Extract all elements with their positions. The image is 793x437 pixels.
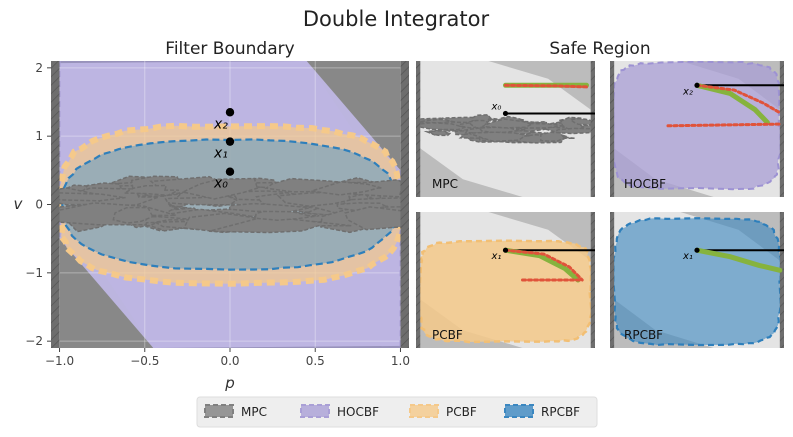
subplot-left-wall bbox=[610, 61, 615, 197]
trajectory-green bbox=[694, 247, 783, 273]
subplot-rpcbf: x₁ bbox=[610, 212, 784, 348]
mpc-blob bbox=[112, 206, 155, 224]
start-point-label: x₁ bbox=[682, 251, 693, 262]
x-tick-label: −1.0 bbox=[45, 354, 74, 368]
subplot-label-pcbf: PCBF bbox=[432, 328, 463, 342]
mpc-blob bbox=[468, 131, 530, 143]
start-point-marker bbox=[502, 110, 509, 117]
subplot-pcbf: x₁ bbox=[416, 212, 595, 348]
legend-label: PCBF bbox=[446, 405, 477, 419]
trajectory-red bbox=[504, 83, 588, 89]
start-point-marker bbox=[694, 82, 700, 88]
legend-label: HOCBF bbox=[337, 405, 379, 419]
subplot-label-rpcbf: RPCBF bbox=[624, 328, 663, 342]
start-point-marker bbox=[502, 247, 509, 253]
subplot-left-wall bbox=[416, 212, 421, 348]
mpc-blob bbox=[311, 181, 382, 196]
mpc-blob bbox=[228, 202, 312, 213]
y-tick-label: 1 bbox=[35, 129, 43, 143]
state-point-marker bbox=[225, 167, 235, 176]
y-tick-label: 2 bbox=[35, 61, 43, 75]
figure-title: Double Integrator bbox=[303, 7, 490, 31]
legend-swatch bbox=[504, 404, 534, 418]
mpc-blob bbox=[336, 202, 388, 212]
main-plot: x₂ x₁ x₀ −1.0 −0.5 0.0 0.5 1.0 −2 −1 0 1 2 p v bbox=[14, 61, 410, 392]
subplot-hocbf: x₂ bbox=[610, 61, 784, 197]
x-axis-label: p bbox=[224, 374, 235, 392]
state-point-marker bbox=[225, 108, 235, 117]
subplot-right-wall bbox=[590, 61, 595, 197]
subplot-labels: MPC HOCBF PCBF RPCBF bbox=[432, 177, 666, 342]
left-wall bbox=[51, 61, 60, 348]
y-tick-label: −2 bbox=[25, 334, 43, 348]
start-point-label: x₂ bbox=[682, 86, 693, 97]
mpc-blob bbox=[51, 192, 126, 202]
subplot-mpc: x₀ bbox=[416, 61, 595, 197]
y-ticks: −2 −1 0 1 2 bbox=[25, 61, 51, 348]
legend-swatch bbox=[409, 404, 439, 418]
mpc-blob bbox=[428, 130, 453, 137]
right-subtitle: Safe Region bbox=[549, 39, 650, 59]
start-point-marker bbox=[694, 247, 700, 253]
legend-label: MPC bbox=[241, 405, 267, 419]
mpc-blob bbox=[540, 131, 566, 142]
x-tick-label: 0.5 bbox=[306, 354, 325, 368]
subplot-left-wall bbox=[416, 61, 421, 197]
state-point-label: x₁ bbox=[213, 146, 228, 162]
subplot-right-wall bbox=[779, 61, 784, 197]
left-subtitle: Filter Boundary bbox=[165, 39, 294, 59]
mpc-blob bbox=[180, 177, 261, 200]
x-tick-label: −0.5 bbox=[130, 354, 159, 368]
y-axis-label: v bbox=[14, 195, 24, 213]
state-point-label: x₀ bbox=[213, 176, 228, 192]
y-tick-label: 0 bbox=[35, 198, 43, 212]
subplot-left-wall bbox=[610, 212, 615, 348]
trajectory-red bbox=[666, 122, 782, 128]
x-tick-label: 0.0 bbox=[220, 354, 239, 368]
subplot-label-hocbf: HOCBF bbox=[624, 177, 666, 191]
trajectory-green bbox=[694, 82, 770, 125]
rpcbf-region bbox=[612, 217, 782, 347]
state-points: x₂ x₁ x₀ bbox=[213, 108, 235, 192]
trajectory-red bbox=[695, 83, 782, 115]
start-point-label: x₁ bbox=[491, 251, 502, 262]
subplot-right-wall bbox=[590, 212, 595, 348]
legend-swatch bbox=[300, 404, 330, 418]
mpc-blob bbox=[568, 117, 594, 126]
subplot-right-wall bbox=[779, 212, 784, 348]
trajectory-red bbox=[504, 248, 584, 282]
mpc-blobs bbox=[416, 114, 595, 144]
legend-label: RPCBF bbox=[541, 405, 580, 419]
mpc-boundary-blobs bbox=[51, 175, 409, 234]
subplot-label-mpc: MPC bbox=[432, 177, 458, 191]
x-ticks: −1.0 −0.5 0.0 0.5 1.0 bbox=[45, 348, 410, 368]
mpc-blob bbox=[482, 118, 532, 129]
y-tick-label: −1 bbox=[25, 266, 43, 280]
legend-swatch bbox=[204, 404, 234, 418]
pcbf-region bbox=[417, 239, 593, 344]
legend: MPC HOCBF PCBF RPCBF bbox=[196, 396, 598, 428]
start-point-label: x₀ bbox=[491, 101, 502, 112]
x-tick-label: 1.0 bbox=[391, 354, 410, 368]
state-point-label: x₂ bbox=[213, 116, 228, 132]
right-wall bbox=[400, 61, 409, 348]
mpc-blob bbox=[121, 184, 180, 197]
legend-box bbox=[196, 396, 598, 428]
state-point-marker bbox=[225, 137, 235, 146]
mpc-blob bbox=[344, 206, 409, 231]
